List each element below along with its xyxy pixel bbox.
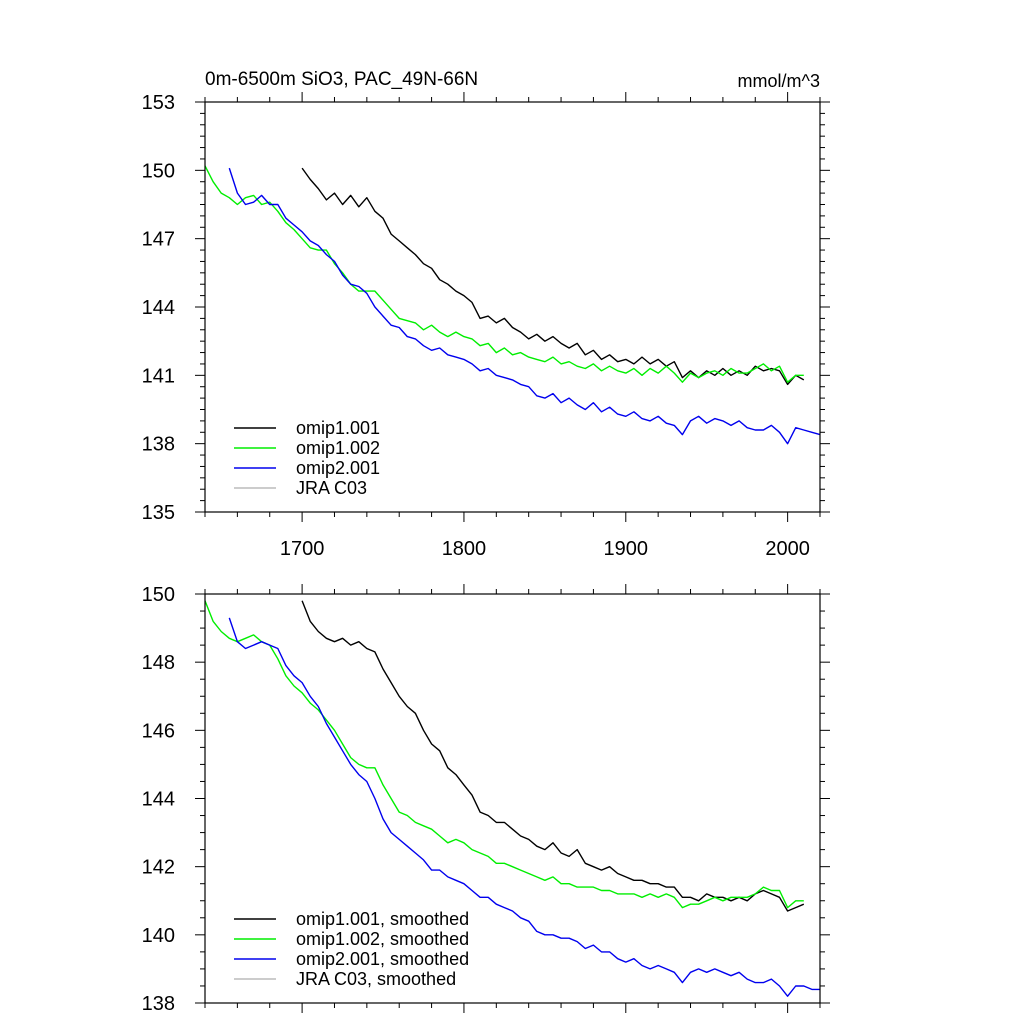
- top-ticks: 1700 1800 1900 2000 135 138 141 144 147 150 153: [142, 92, 830, 560]
- y-tick-label: 144: [142, 789, 175, 811]
- legend-label: omip2.001: [296, 458, 380, 478]
- legend-label: omip1.002: [296, 438, 380, 458]
- x-tick-label: 1900: [604, 538, 649, 560]
- y-tick-label: 144: [142, 297, 175, 319]
- series-line-0: [301, 167, 805, 386]
- x-tick-label: 1700: [280, 538, 325, 560]
- series-line-2: [228, 617, 820, 997]
- legend-label: omip1.001, smoothed: [296, 909, 469, 929]
- bottom-panel: 138 140 142 144 146 148 150 omip1.001, smoothe…: [142, 584, 830, 1015]
- bottom-plot-frame: [204, 593, 821, 1004]
- legend-label: omip1.001: [296, 418, 380, 438]
- series-line-1: [204, 600, 804, 909]
- legend-label: omip1.002, smoothed: [296, 929, 469, 949]
- top-plot-lines: [204, 165, 821, 445]
- legend-label: JRA C03: [296, 478, 367, 498]
- y-tick-label: 148: [142, 652, 175, 674]
- y-tick-label: 138: [142, 993, 175, 1015]
- y-tick-label: 142: [142, 857, 175, 879]
- y-tick-label: 150: [142, 584, 175, 606]
- legend-label: JRA C03, smoothed: [296, 969, 456, 989]
- bottom-plot-lines: [204, 600, 820, 997]
- top-plot-frame: [204, 101, 821, 513]
- y-tick-label: 141: [142, 365, 175, 387]
- y-tick-label: 135: [142, 502, 175, 524]
- top-chart-units: mmol/m^3: [738, 71, 820, 91]
- x-tick-label: 1800: [442, 538, 487, 560]
- series-line-0: [301, 600, 805, 912]
- y-tick-label: 140: [142, 925, 175, 947]
- y-tick-label: 146: [142, 720, 175, 742]
- top-chart-title: 0m-6500m SiO3, PAC_49N-66N: [205, 69, 478, 90]
- top-panel: 0m-6500m SiO3, PAC_49N-66N mmol/m^3 1700…: [142, 69, 830, 560]
- y-tick-label: 150: [142, 160, 175, 182]
- y-tick-label: 147: [142, 229, 175, 251]
- y-tick-label: 153: [142, 92, 175, 114]
- bottom-ticks: 138 140 142 144 146 148 150: [142, 584, 830, 1015]
- x-tick-label: 2000: [765, 538, 810, 560]
- series-line-2: [228, 167, 821, 445]
- series-line-1: [204, 165, 804, 383]
- legend-label: omip2.001, smoothed: [296, 949, 469, 969]
- y-tick-label: 138: [142, 434, 175, 456]
